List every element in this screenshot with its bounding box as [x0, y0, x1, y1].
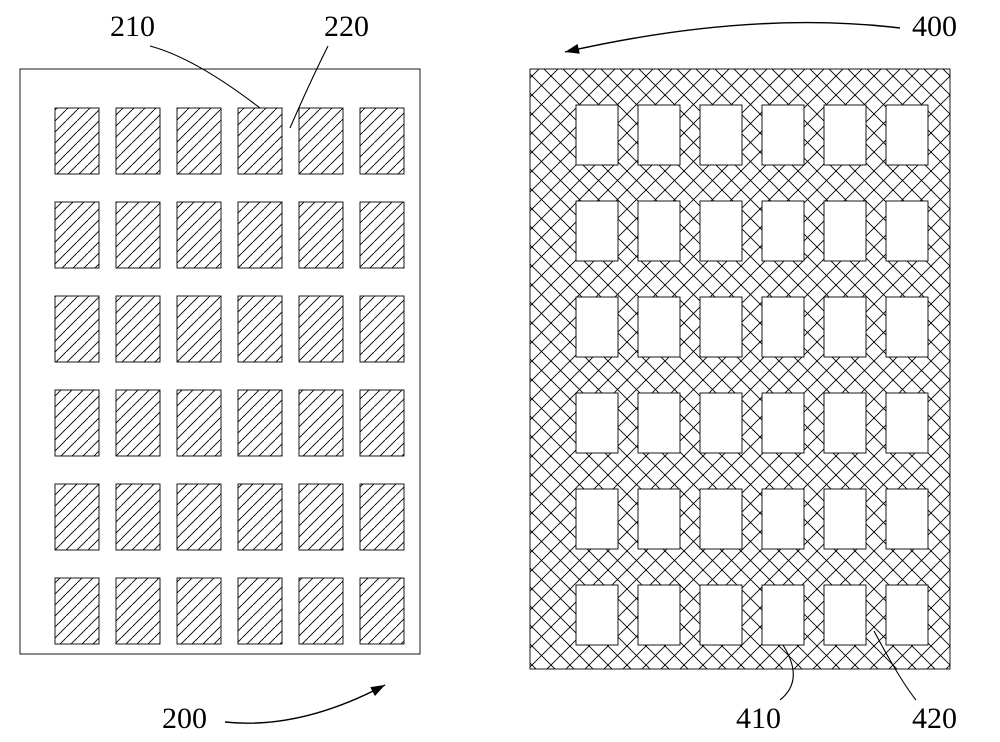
left-cell	[116, 484, 160, 550]
right-cell	[762, 393, 804, 453]
left-cell	[299, 296, 343, 362]
right-cell	[762, 201, 804, 261]
left-cell	[238, 578, 282, 644]
right-cell	[824, 105, 866, 165]
left-cell	[299, 484, 343, 550]
right-cell	[638, 201, 680, 261]
right-cell	[700, 393, 742, 453]
left-cell	[299, 390, 343, 456]
right-cell	[886, 393, 928, 453]
right-cell	[700, 489, 742, 549]
right-cell	[700, 105, 742, 165]
right-cell	[576, 297, 618, 357]
left-cell	[360, 578, 404, 644]
right-cell	[638, 585, 680, 645]
right-cell	[576, 105, 618, 165]
left-cell	[299, 108, 343, 174]
left-cell	[360, 108, 404, 174]
left-cell	[116, 296, 160, 362]
right-cell	[886, 585, 928, 645]
right-cell	[638, 105, 680, 165]
right-cell	[824, 585, 866, 645]
left-cell	[55, 108, 99, 174]
left-cell	[238, 390, 282, 456]
left-cell	[116, 108, 160, 174]
left-cell	[177, 296, 221, 362]
left-cell	[177, 108, 221, 174]
right-cell	[638, 393, 680, 453]
right-cell	[576, 585, 618, 645]
right-cell	[824, 297, 866, 357]
left-cell	[360, 296, 404, 362]
right-cell	[700, 297, 742, 357]
right-cell	[762, 585, 804, 645]
right-cell	[886, 489, 928, 549]
left-cell	[55, 484, 99, 550]
right-cell	[700, 201, 742, 261]
left-cell	[55, 390, 99, 456]
left-cell	[55, 578, 99, 644]
left-cell	[238, 202, 282, 268]
right-cell	[576, 489, 618, 549]
left-cell	[55, 296, 99, 362]
left-cell	[177, 484, 221, 550]
figure-svg	[0, 0, 1000, 742]
right-cell	[762, 105, 804, 165]
left-cell	[299, 578, 343, 644]
left-cell	[116, 390, 160, 456]
left-cell	[177, 390, 221, 456]
right-cell	[886, 105, 928, 165]
left-cell	[360, 202, 404, 268]
right-cell	[576, 201, 618, 261]
right-cell	[576, 393, 618, 453]
left-cell	[177, 578, 221, 644]
right-cell	[824, 201, 866, 261]
left-cell	[238, 296, 282, 362]
right-cell	[700, 585, 742, 645]
right-cell	[886, 201, 928, 261]
left-cell	[360, 390, 404, 456]
diagram-canvas: 210 220 200 400 410 420	[0, 0, 1000, 742]
left-cell	[238, 484, 282, 550]
left-cell	[238, 108, 282, 174]
left-cell	[177, 202, 221, 268]
right-cell	[762, 297, 804, 357]
right-cell	[762, 489, 804, 549]
right-cell	[824, 489, 866, 549]
right-cell	[886, 297, 928, 357]
left-cell	[299, 202, 343, 268]
right-cell	[638, 297, 680, 357]
right-cell	[638, 489, 680, 549]
left-cell	[55, 202, 99, 268]
left-cell	[116, 202, 160, 268]
left-cell	[360, 484, 404, 550]
left-cell	[116, 578, 160, 644]
right-cell	[824, 393, 866, 453]
